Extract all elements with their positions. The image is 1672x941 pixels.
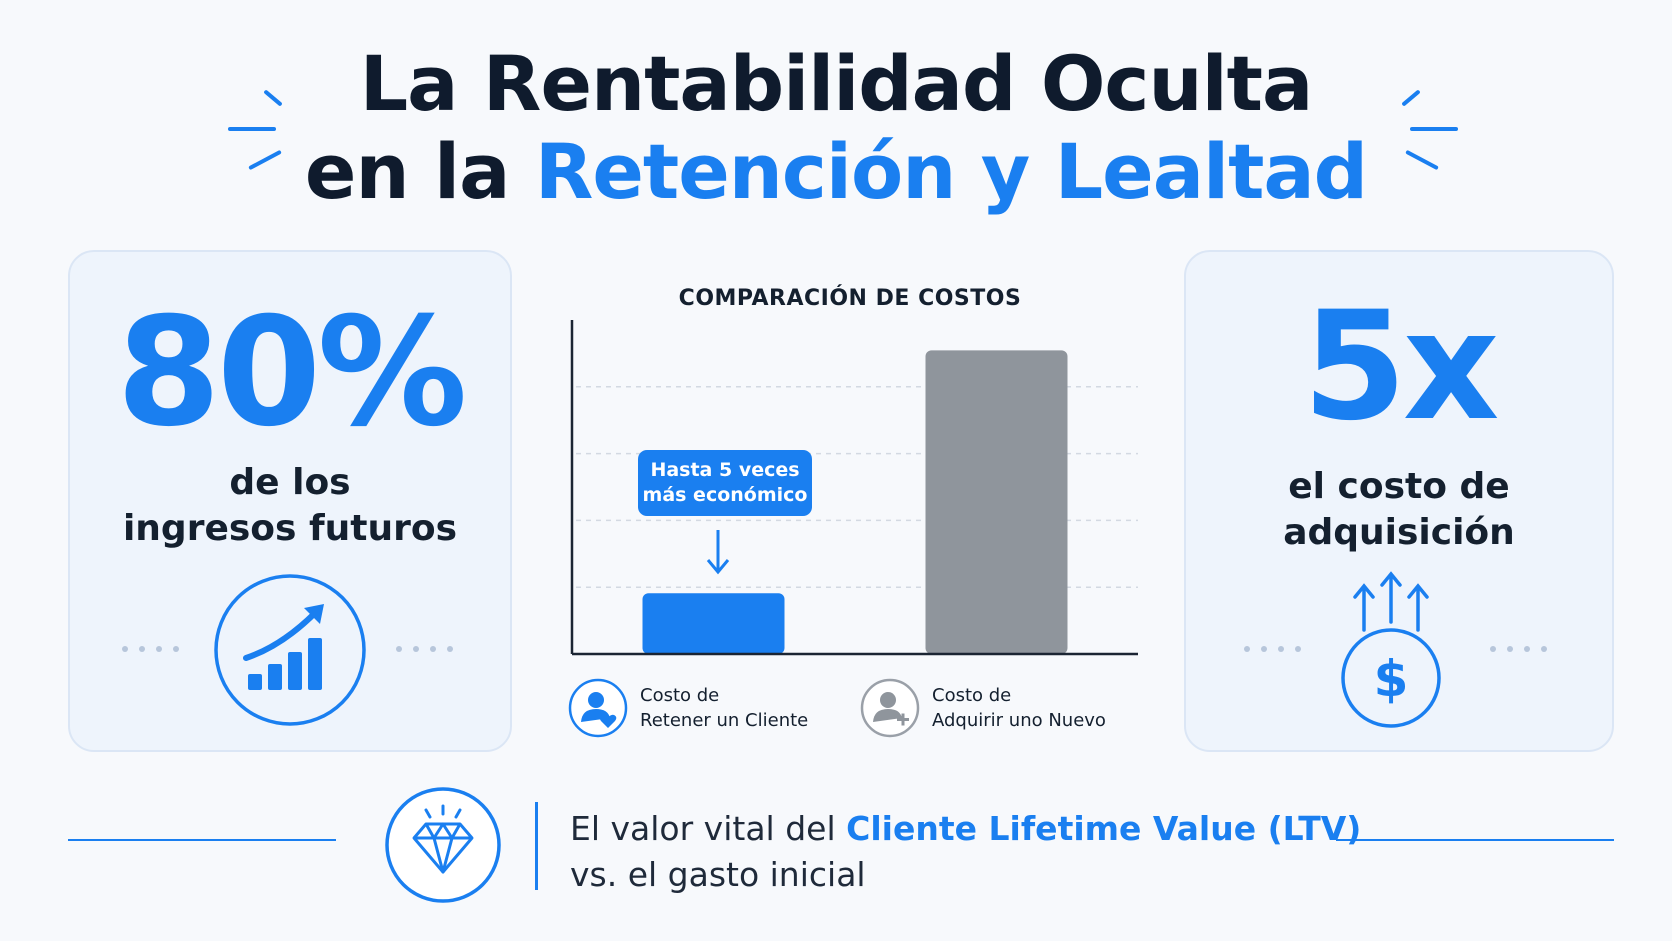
chart-bar-retain	[642, 593, 785, 654]
footer-line-left	[68, 839, 336, 841]
footer-text-accent: Cliente Lifetime Value (LTV)	[846, 809, 1362, 848]
diamond-icon	[385, 787, 501, 903]
footer-text: El valor vital del Cliente Lifetime Valu…	[570, 806, 1361, 898]
annotation-line-1: Hasta 5 veces	[650, 459, 800, 481]
acquisition-stat-line-2: adquisición	[1283, 512, 1515, 553]
legend-label-acquire-line-2: Adquirir uno Nuevo	[932, 710, 1106, 731]
footer-line-right	[1336, 839, 1614, 841]
decorative-dots-right	[1490, 646, 1547, 652]
chart-bar-acquire	[925, 350, 1068, 654]
title-ray-left-mid	[228, 127, 276, 131]
legend-label-retain-line-2: Retener un Cliente	[640, 710, 809, 731]
revenue-stat-line-1: de los	[229, 462, 351, 503]
chart-title: COMPARACIÓN DE COSTOS	[678, 286, 1022, 311]
user-plus-icon	[860, 678, 920, 738]
footer-text-line-2: vs. el gasto inicial	[570, 855, 866, 894]
legend-label-retain-line-1: Costo de	[640, 685, 720, 706]
legend-item-acquire: Costo de Adquirir uno Nuevo	[860, 678, 1106, 738]
revenue-stat-line-2: ingresos futuros	[122, 508, 458, 549]
chart-annotation: Hasta 5 veces más económico	[638, 450, 812, 516]
revenue-stat: 80%	[116, 286, 467, 460]
legend-item-retain: Costo de Retener un Cliente	[568, 678, 808, 738]
footer-text-prefix: El valor vital del	[570, 809, 836, 848]
legend-label-retain: Costo de Retener un Cliente	[640, 683, 808, 733]
decorative-dots-right	[396, 646, 453, 652]
growth-chart-icon	[214, 574, 366, 726]
decorative-dots-left	[1244, 646, 1301, 652]
decorative-dots-left	[122, 646, 179, 652]
cost-comparison-chart: COMPARACIÓN DE COSTOS Hasta 5 veces más …	[560, 280, 1160, 760]
acquisition-cost-card: 5x el costo de adquisición $	[1184, 250, 1614, 752]
page-title: La Rentabilidad Oculta en la Retención y…	[0, 40, 1672, 216]
legend-label-acquire: Costo de Adquirir uno Nuevo	[932, 683, 1106, 733]
svg-text:$: $	[1374, 650, 1409, 708]
annotation-line-2: más económico	[642, 484, 808, 506]
acquisition-stat-line-1: el costo de	[1288, 466, 1510, 507]
title-line-2-accent: Retención y Lealtad	[534, 127, 1368, 216]
annotation-arrow-icon	[706, 530, 730, 575]
acquisition-stat: 5x	[1302, 280, 1499, 454]
legend-label-acquire-line-1: Costo de	[932, 685, 1012, 706]
title-ray-right-mid	[1410, 127, 1458, 131]
title-line-2-prefix: en la	[304, 127, 510, 216]
user-heart-icon	[568, 678, 628, 738]
footer-divider	[535, 802, 538, 890]
footer-text-line-1: El valor vital del Cliente Lifetime Valu…	[570, 806, 1361, 852]
title-line-1: La Rentabilidad Oculta	[359, 39, 1314, 128]
title-line-2: en la Retención y Lealtad	[0, 128, 1672, 216]
dollar-arrows-up-icon: $	[1341, 571, 1441, 728]
retention-revenue-card: 80% de los ingresos futuros	[68, 250, 512, 752]
